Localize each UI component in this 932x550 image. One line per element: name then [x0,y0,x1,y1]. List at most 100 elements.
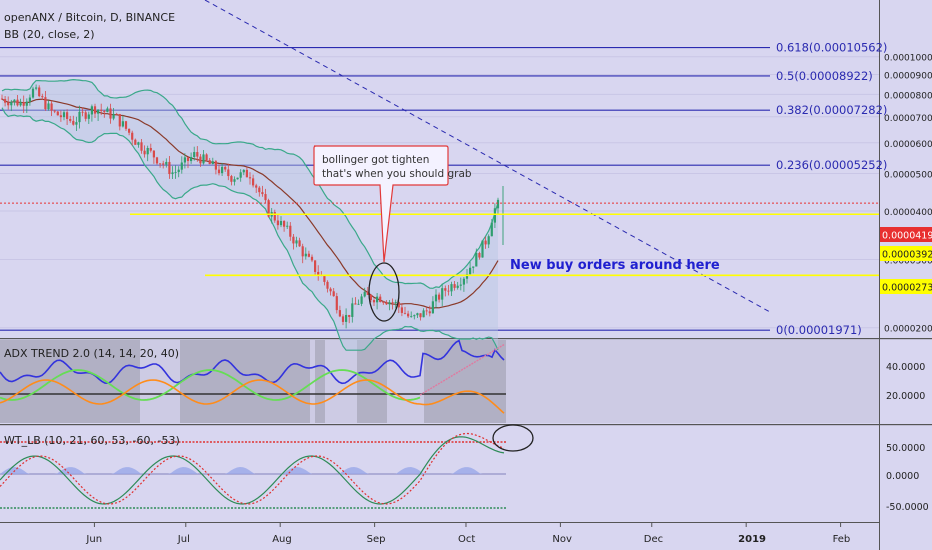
candle-body [298,240,301,247]
candle-body [44,97,47,110]
candle-body [72,120,75,125]
candle-body [193,152,196,157]
candle-body [227,169,230,177]
candle-body [354,303,357,305]
candle-body [301,246,304,257]
wt-tick: 0.0000 [886,471,919,482]
candle-body [453,284,456,288]
candle-body [326,281,329,289]
candle-body [317,271,320,275]
wt-tick: 50.0000 [886,443,925,454]
candle-body [345,314,348,322]
candle-body [267,200,270,217]
candle-body [121,121,124,127]
time-tick: Nov [552,534,572,545]
candle-body [242,169,245,173]
candle-body [348,314,351,317]
candle-body [208,160,211,165]
time-tick: Jun [85,534,102,545]
candle-body [245,169,248,178]
candle-body [183,157,186,163]
candle-body [202,154,205,164]
candle-body [469,267,472,275]
fib-label: 0.236(0.00005252) [776,158,887,172]
candle-body [115,113,118,115]
candle-body [283,220,286,227]
candle-body [447,290,450,292]
adx-shade [424,340,506,423]
di-plus-line [0,369,421,401]
candle-body [22,102,25,106]
current-price-tag: 0.00004191 [880,227,932,242]
candle-body [31,88,35,98]
price-axis-line [879,0,880,550]
candle-body [357,303,360,305]
candle-body [410,316,413,318]
candle-body [143,150,146,155]
bb-basis [1,98,499,309]
candle-body [444,288,447,291]
candle-body [388,302,391,305]
adx-panel: 40.0000 20.0000 [0,339,925,414]
candle-body [13,99,16,102]
fib-levels: 0.618(0.00010562) 0.5(0.00008922) 0.382(0.… [0,41,887,337]
candle-body [19,102,22,106]
candle-body [462,278,465,285]
candle-body [59,115,62,118]
candle-body [255,185,258,188]
candle-body [289,225,292,237]
candle-body [78,111,81,123]
candle-body [332,291,335,297]
candle-body [369,294,372,301]
candle-body [397,302,400,308]
candle-body [217,169,221,174]
candle-body [162,163,165,165]
candle-body [360,296,363,304]
candle-body [335,296,338,311]
candle-body [422,310,425,318]
time-tick: Dec [644,534,663,545]
candle-body [413,315,416,317]
bb-upper [1,78,499,289]
candle-body [93,106,97,114]
candle-body [41,96,44,98]
current-price-value: 0.00004191 [882,231,932,242]
level-upper-value: 0.00003924 [882,250,932,261]
candle-body [314,260,317,272]
candle-body [496,199,500,209]
candle-body [10,101,13,106]
candle-body [391,302,394,304]
candle-body [366,291,369,295]
candle-body [230,176,233,182]
candle-body [131,132,134,140]
candle-body [69,118,72,121]
bb-fill [2,79,498,351]
candle-body [233,179,236,182]
panel-divider-wt[interactable] [0,424,932,426]
time-tick: Aug [272,534,292,545]
candle-body [465,274,469,279]
candle-body [372,300,376,303]
bollinger-bands [1,78,499,351]
candle-body [341,316,345,322]
candle-body [382,301,385,303]
wt-indicator-label: WT_LB (10, 21, 60, 53, -60, -53) [4,434,180,447]
wt2-line [0,432,505,505]
candle-body [152,150,155,158]
candle-body [134,139,137,145]
candle-body [351,303,354,317]
candle-body [205,154,208,161]
time-tick: 2019 [738,534,766,545]
candles [0,84,504,329]
candle-body [428,311,431,314]
wt-highlight-ellipse [492,424,534,452]
candle-body [419,313,422,318]
fib-label: 0.382(0.00007282) [776,103,887,117]
candle-body [478,252,481,258]
candle-body [304,253,307,257]
adx-shade [180,340,310,423]
